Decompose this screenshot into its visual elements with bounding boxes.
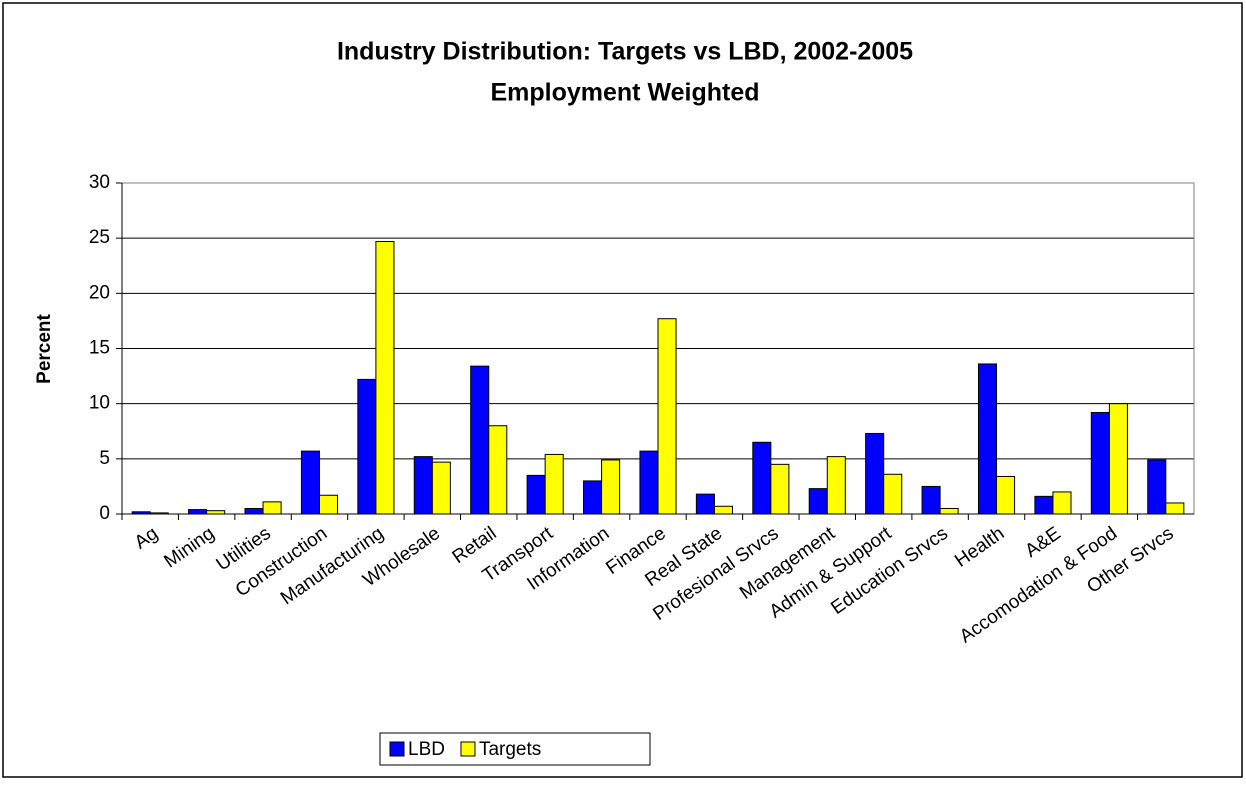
bar	[262, 501, 282, 515]
legend-box	[379, 732, 651, 766]
bar	[770, 463, 790, 515]
bar	[431, 461, 451, 515]
y-tick-label: 30	[89, 172, 110, 193]
chart-title: Industry Distribution: Targets vs LBD, 2…	[337, 38, 913, 66]
bar	[939, 507, 959, 515]
bar	[300, 450, 320, 515]
bar	[1108, 403, 1128, 515]
y-axis-label: Percent	[34, 313, 55, 383]
y-tick-label: 10	[89, 393, 110, 414]
bar	[865, 432, 885, 515]
bar	[188, 509, 208, 515]
legend-label: Targets	[479, 739, 541, 760]
y-tick-label: 25	[89, 227, 110, 248]
bar	[357, 378, 377, 515]
bar	[470, 365, 490, 515]
bar	[826, 456, 846, 515]
bar	[1034, 495, 1054, 515]
bar	[752, 441, 772, 515]
bar	[1165, 502, 1185, 515]
bar	[413, 456, 433, 515]
bar	[996, 475, 1016, 515]
bar	[1147, 459, 1167, 515]
y-tick-label: 0	[99, 503, 110, 524]
bar	[977, 363, 998, 515]
bar	[713, 505, 733, 515]
bar	[808, 488, 828, 515]
bar	[601, 459, 621, 515]
bar	[921, 485, 941, 515]
bar	[244, 507, 264, 515]
bar	[883, 473, 903, 515]
y-tick-label: 15	[89, 338, 110, 359]
bar	[1090, 411, 1110, 515]
bar	[583, 480, 603, 515]
bar	[544, 453, 564, 515]
bar	[1052, 491, 1072, 515]
bar	[488, 425, 508, 515]
legend-label: LBD	[408, 739, 445, 760]
bar	[639, 450, 659, 515]
y-tick-label: 20	[89, 282, 110, 303]
bar	[526, 474, 546, 515]
bar	[657, 318, 677, 515]
legend-swatch	[460, 741, 476, 757]
y-tick-label: 5	[99, 448, 110, 469]
legend-swatch	[389, 741, 405, 757]
bar	[375, 240, 395, 515]
chart-subtitle: Employment Weighted	[490, 79, 759, 107]
bar	[318, 494, 339, 515]
bar	[695, 493, 715, 515]
